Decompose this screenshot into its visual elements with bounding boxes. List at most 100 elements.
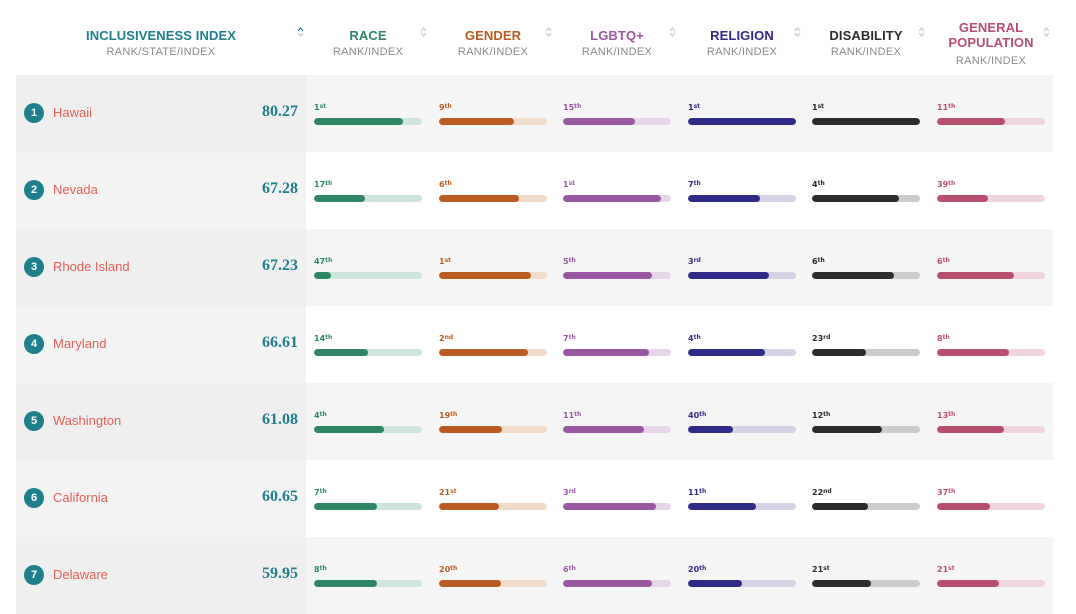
bar-fill <box>812 503 869 510</box>
state-name[interactable]: Nevada <box>53 182 98 197</box>
state-name[interactable]: Rhode Island <box>53 259 130 274</box>
category-rank: 4th <box>688 334 701 343</box>
table-body: 1 Hawaii 80.27 1st 9th 15th 1st 1st 11th 2 Nevada 6… <box>16 75 1053 614</box>
header-subtitle: RANK/INDEX <box>955 55 1027 67</box>
table-row[interactable]: 6 California 60.65 7th 21st 3rd 11th 22nd 37th <box>16 460 1053 537</box>
rank-suffix: st <box>817 103 825 110</box>
header-subtitle: RANK/STATE/INDEX <box>106 46 216 58</box>
bar-track <box>937 580 1045 587</box>
category-rank: 19th <box>439 411 457 420</box>
header-disability[interactable]: DISABILITY RANK/INDEX <box>804 0 928 75</box>
rank-suffix: th <box>823 411 831 418</box>
bar-fill <box>314 272 332 279</box>
rank-suffix: rd <box>568 488 576 495</box>
header-race[interactable]: RACE RANK/INDEX <box>306 0 430 75</box>
table-row[interactable]: 5 Washington 61.08 4th 19th 11th 40th 12th 13th <box>16 383 1053 460</box>
bar-track <box>563 580 671 587</box>
table-row[interactable]: 7 Delaware 59.95 8th 20th 6th 20th 21st 21st <box>16 537 1053 614</box>
header-general[interactable]: GENERAL POPULATION RANK/INDEX <box>929 0 1053 75</box>
rank-number: 40 <box>688 411 700 420</box>
cell-lgbtq: 1st <box>563 152 673 229</box>
cell-lgbtq: 15th <box>563 75 673 152</box>
state-name[interactable]: Delaware <box>53 567 108 582</box>
rank-number: 21 <box>439 488 451 497</box>
rank-number: 7 <box>688 180 694 189</box>
bar-fill <box>812 426 883 433</box>
index-value: 66.61 <box>262 334 298 351</box>
category-rank: 6th <box>812 257 825 266</box>
category-rank: 13th <box>937 411 955 420</box>
header-religion[interactable]: RELIGION RANK/INDEX <box>680 0 804 75</box>
cell-religion: 40th <box>688 383 798 460</box>
bar-track <box>563 503 671 510</box>
rank-badge: 6 <box>24 488 44 508</box>
state-cell: 4 Maryland 66.61 <box>16 306 306 383</box>
header-inclusiveness-index[interactable]: INCLUSIVENESS INDEX RANK/STATE/INDEX <box>16 0 306 75</box>
cell-race: 1st <box>314 75 424 152</box>
category-rank: 11th <box>688 488 706 497</box>
bar-fill <box>314 503 377 510</box>
bar-fill <box>314 349 368 356</box>
sort-icon[interactable] <box>545 26 552 38</box>
rank-suffix: th <box>319 411 327 418</box>
bar-fill <box>439 580 501 587</box>
bar-track <box>688 195 796 202</box>
header-lgbtq[interactable]: LGBTQ+ RANK/INDEX <box>555 0 679 75</box>
category-rank: 11th <box>937 103 955 112</box>
bar-fill <box>563 503 656 510</box>
rank-number: 23 <box>812 334 824 343</box>
bar-fill <box>688 580 742 587</box>
rank-number: 37 <box>937 488 949 497</box>
sort-icon[interactable] <box>1043 26 1050 38</box>
cell-lgbtq: 11th <box>563 383 673 460</box>
sort-icon[interactable] <box>420 26 427 38</box>
bar-track <box>439 195 547 202</box>
bar-track <box>314 503 422 510</box>
cell-race: 7th <box>314 460 424 537</box>
rank-number: 20 <box>439 565 451 574</box>
header-title: DISABILITY <box>829 28 903 43</box>
cell-religion: 7th <box>688 152 798 229</box>
category-rank: 9th <box>439 103 452 112</box>
bar-fill <box>688 503 757 510</box>
state-name[interactable]: Washington <box>53 413 122 428</box>
bar-track <box>563 272 671 279</box>
cell-gender: 2nd <box>439 306 549 383</box>
category-rank: 6th <box>563 565 576 574</box>
cell-gender: 9th <box>439 75 549 152</box>
category-rank: 20th <box>439 565 457 574</box>
table-row[interactable]: 3 Rhode Island 67.23 47th 1st 5th 3rd 6th 6th <box>16 229 1053 306</box>
bar-track <box>439 349 547 356</box>
rank-number: 7 <box>563 334 569 343</box>
sort-icon[interactable] <box>918 26 925 38</box>
table-row[interactable]: 1 Hawaii 80.27 1st 9th 15th 1st 1st 11th <box>16 75 1053 152</box>
bar-track <box>688 426 796 433</box>
bar-track <box>563 426 671 433</box>
state-name[interactable]: Maryland <box>53 336 107 351</box>
bar-track <box>937 195 1045 202</box>
sort-icon[interactable] <box>297 26 304 38</box>
header-subtitle: RANK/INDEX <box>581 46 653 58</box>
bar-track <box>812 272 920 279</box>
cell-general: 8th <box>937 306 1047 383</box>
category-rank: 7th <box>563 334 576 343</box>
cell-disability: 4th <box>812 152 922 229</box>
sort-icon[interactable] <box>669 26 676 38</box>
cell-gender: 21st <box>439 460 549 537</box>
bar-track <box>439 503 547 510</box>
rank-number: 3 <box>688 257 694 266</box>
bar-track <box>688 580 796 587</box>
state-name[interactable]: California <box>53 490 108 505</box>
table-row[interactable]: 4 Maryland 66.61 14th 2nd 7th 4th 23rd 8th <box>16 306 1053 383</box>
bar-fill <box>314 195 365 202</box>
cell-lgbtq: 6th <box>563 537 673 614</box>
sort-icon[interactable] <box>794 26 801 38</box>
index-value: 61.08 <box>262 411 298 428</box>
category-rank: 1st <box>812 103 824 112</box>
table-row[interactable]: 2 Nevada 67.28 17th 6th 1st 7th 4th 39th <box>16 152 1053 229</box>
header-gender[interactable]: GENDER RANK/INDEX <box>431 0 555 75</box>
bar-track <box>314 349 422 356</box>
cell-lgbtq: 7th <box>563 306 673 383</box>
category-rank: 21st <box>937 565 955 574</box>
state-name[interactable]: Hawaii <box>53 105 93 120</box>
